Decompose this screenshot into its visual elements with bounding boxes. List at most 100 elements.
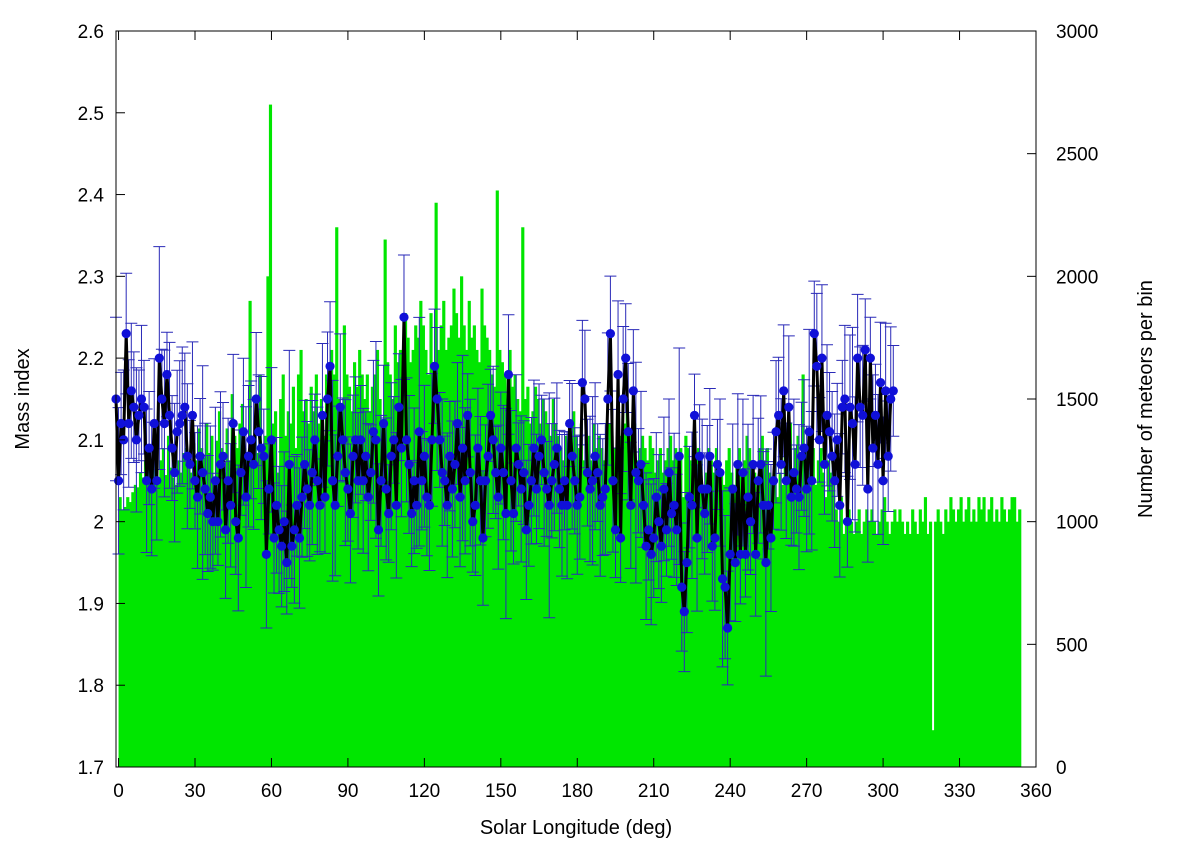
meteor-count-bar <box>513 374 517 767</box>
mass-index-point <box>603 394 613 404</box>
mass-index-point <box>692 533 702 543</box>
meteor-count-bar <box>281 374 285 767</box>
mass-index-point <box>774 410 784 420</box>
mass-index-point <box>776 459 786 470</box>
mass-index-point <box>440 476 450 486</box>
mass-index-point <box>228 418 238 429</box>
meteor-count-bar <box>781 484 785 767</box>
meteor-count-bar <box>141 477 145 767</box>
mass-index-point <box>664 468 674 478</box>
mass-index-point <box>508 508 519 519</box>
mass-index-point <box>432 394 442 404</box>
mass-index-point <box>804 427 814 437</box>
mass-index-point <box>404 459 414 470</box>
mass-index-point <box>768 476 779 486</box>
mass-index-point <box>875 378 886 388</box>
meteor-count-bar <box>240 403 245 767</box>
meteor-count-bar <box>941 533 945 767</box>
y-tick-label: 1.9 <box>78 594 104 615</box>
meteor-count-bar <box>735 460 739 767</box>
meteor-count-bar <box>210 435 214 767</box>
mass-index-point <box>503 369 514 380</box>
mass-index-point <box>537 435 547 445</box>
meteor-count-bar <box>793 448 798 767</box>
mass-index-point <box>605 328 616 339</box>
meteor-count-bar <box>258 374 262 767</box>
y2-tick-label: 500 <box>1056 635 1088 656</box>
mass-index-point <box>427 435 437 445</box>
mass-index-point <box>493 492 503 502</box>
meteor-count-bar <box>457 337 461 767</box>
mass-index-point <box>886 394 896 404</box>
meteor-count-bar <box>531 411 535 767</box>
meteor-count-bar <box>837 521 841 767</box>
meteor-count-bar <box>505 399 510 767</box>
mass-index-point <box>363 492 373 502</box>
mass-index-point <box>830 476 840 486</box>
meteor-count-bar <box>251 440 255 767</box>
meteor-count-bar <box>640 435 645 767</box>
mass-index-points <box>111 312 898 633</box>
meteor-count-bar <box>656 460 660 767</box>
meteor-count-bar <box>717 460 721 767</box>
meteor-count-bar <box>903 533 907 767</box>
mass-index-point <box>177 410 187 420</box>
meteor-count-bar <box>559 448 563 767</box>
meteor-count-bar <box>1018 509 1022 767</box>
meteor-count-bar <box>890 521 894 767</box>
mass-index-point <box>200 484 210 494</box>
mass-index-point <box>192 492 203 502</box>
meteor-count-bar <box>676 460 680 767</box>
meteor-count-bar <box>852 533 856 767</box>
y-tick-label: 2.4 <box>78 186 105 207</box>
mass-index-point <box>213 517 223 527</box>
meteor-count-bar <box>860 533 864 767</box>
meteor-count-bar <box>212 484 216 767</box>
meteor-count-bar <box>230 394 234 767</box>
meteor-count-bar <box>569 423 573 767</box>
mass-index-point <box>613 369 623 380</box>
mass-index-point <box>284 459 294 470</box>
mass-index-point <box>598 492 608 502</box>
meteor-count-bar <box>954 521 958 767</box>
meteor-count-bar <box>679 448 683 767</box>
mass-index-point <box>294 533 305 543</box>
y-tick-label: 2.2 <box>78 349 104 370</box>
meteor-count-bar <box>189 472 194 767</box>
meteor-count-bar <box>577 448 581 767</box>
mass-index-point <box>496 443 506 453</box>
mass-index-point <box>809 328 819 339</box>
mass-index-point <box>600 484 610 494</box>
meteor-count-bar <box>699 460 703 767</box>
mass-index-point <box>728 484 738 494</box>
meteor-count-bar <box>923 497 928 767</box>
mass-index-point <box>414 427 424 437</box>
mass-index-point <box>366 468 376 478</box>
mass-index-point <box>786 492 796 502</box>
meteor-count-bar <box>584 448 589 767</box>
meteor-count-bar <box>875 533 879 767</box>
meteor-count-bar <box>931 730 935 767</box>
mass-index-point <box>480 476 491 486</box>
mass-index-point <box>745 517 756 527</box>
meteor-count-bar <box>286 411 290 767</box>
mass-index-point <box>666 508 677 519</box>
meteor-count-bar <box>549 435 553 767</box>
meteor-count-bar <box>200 448 204 767</box>
meteor-count-bar <box>646 460 650 767</box>
meteor-count-bar <box>755 497 759 767</box>
mass-index-point <box>656 541 666 551</box>
mass-index-point <box>259 451 269 461</box>
mass-index-point <box>712 459 723 470</box>
meteor-count-bar <box>796 435 800 767</box>
mass-index-point <box>274 525 284 535</box>
mass-index-point <box>516 484 526 494</box>
meteor-count-bar <box>712 472 716 767</box>
mass-index-point <box>180 402 190 412</box>
meteor-count-bar <box>166 435 171 767</box>
mass-index-point <box>312 476 322 486</box>
mass-index-point <box>149 418 159 429</box>
meteor-count-bar <box>296 374 301 767</box>
mass-index-point <box>570 476 580 486</box>
meteor-count-bar <box>541 399 545 767</box>
